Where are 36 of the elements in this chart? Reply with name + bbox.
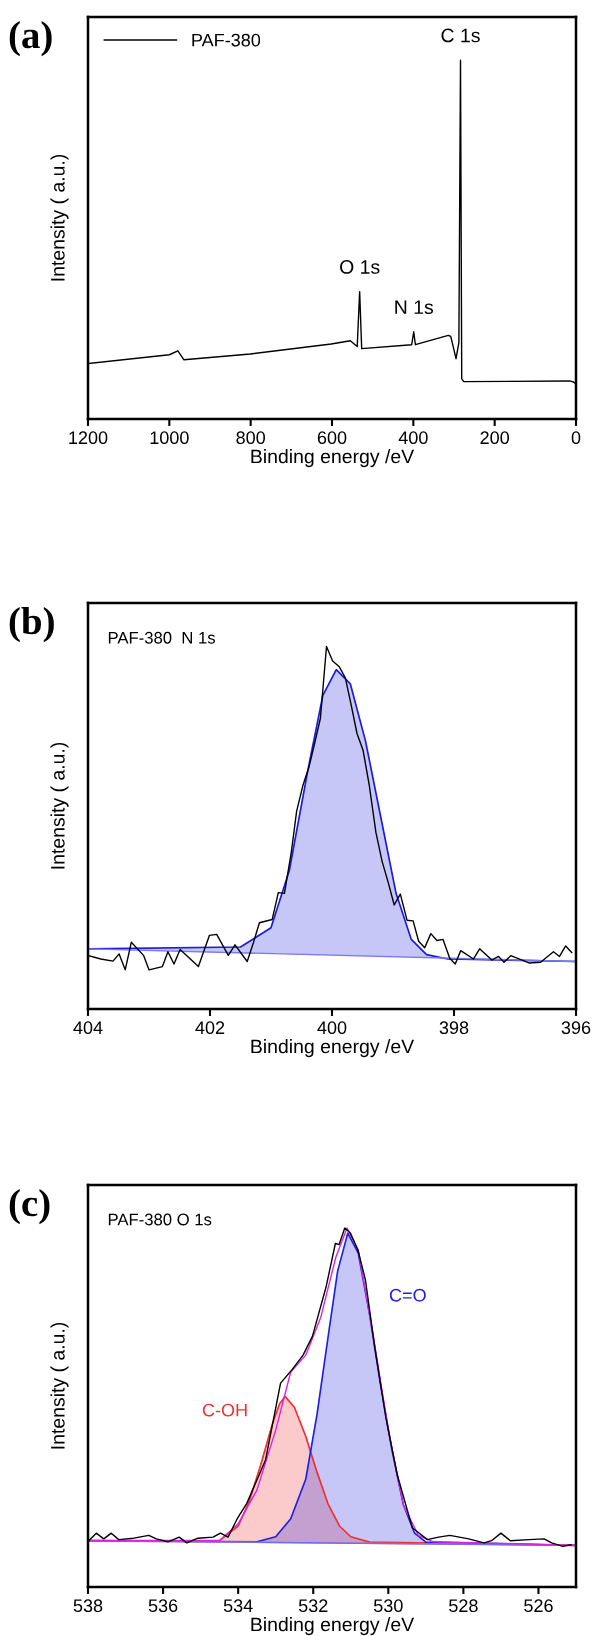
x-tick-label: 396 [561,1021,591,1035]
x-tick-label: 530 [373,1599,403,1613]
annotation: C 1s [441,28,480,43]
series-label: C-OH [202,1403,247,1417]
annotation: N 1s [395,300,434,315]
x-tick-label: 1000 [150,431,189,445]
text: PAF-380 N 1s [108,631,215,644]
y-axis-title: Intensity ( a.u.) [50,1322,69,1449]
x-axis-title: Binding energy /eV [251,1039,415,1058]
x-tick-label: 538 [73,1599,103,1613]
x-axis-title: Binding energy /eV [251,1617,415,1636]
x-tick-label: 600 [317,431,347,445]
chart-title: (c) [9,1189,50,1225]
x-tick-label: 402 [195,1021,225,1035]
x-tick-label: 200 [480,431,510,445]
x-tick-label: 0 [571,431,581,445]
x-tick-label: 404 [73,1021,103,1035]
x-tick-label: 400 [398,431,428,445]
x-tick-label: 532 [298,1599,328,1613]
legend-label: PAF-380 [192,33,261,47]
text: PAF-380 O 1s [108,1213,212,1226]
annotation: O 1s [340,260,380,274]
x-axis-title: Binding energy /eV [251,449,415,468]
y-axis-title: Intensity ( a.u.) [50,154,69,281]
series-label: C=O [389,1288,426,1302]
x-tick-label: 800 [236,431,266,445]
x-tick-label: 536 [148,1599,178,1613]
x-tick-label: 526 [524,1599,553,1613]
x-tick-label: 400 [317,1021,347,1035]
x-tick-label: 398 [439,1021,469,1035]
x-tick-label: 534 [223,1599,253,1613]
x-tick-label: 1200 [69,431,108,445]
chart-title: (b) [9,607,54,643]
x-tick-label: 528 [449,1599,478,1613]
y-axis-title: Intensity ( a.u.) [50,742,69,869]
chart-title: (a) [9,21,52,57]
